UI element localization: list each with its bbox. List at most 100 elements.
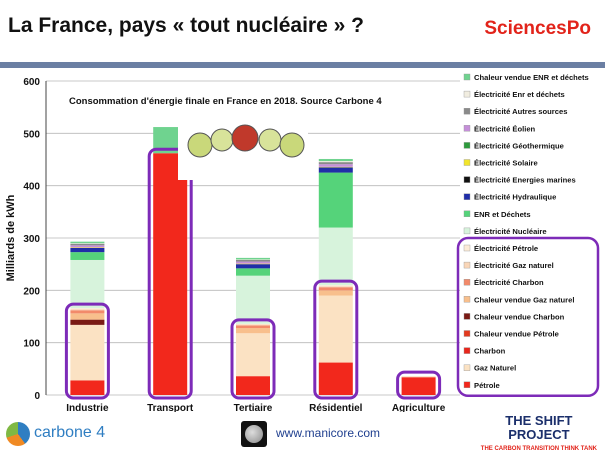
bar-segment xyxy=(236,328,270,334)
legend-swatch xyxy=(463,330,471,337)
legend-label: Électricité Enr et déchets xyxy=(474,90,565,99)
bar-segment xyxy=(236,259,270,262)
y-tick-label: 0 xyxy=(34,391,40,402)
y-tick-label: 500 xyxy=(23,129,40,140)
legend-label: Électricité Hydraulique xyxy=(474,193,556,202)
shift-tagline: THE CARBON TRANSITION THINK TANK xyxy=(480,446,597,452)
x-category-label: Industrie xyxy=(66,403,109,412)
bar-segment xyxy=(70,309,105,311)
bar-segment xyxy=(70,380,105,395)
carbone4-logo-icon xyxy=(6,422,30,446)
footer: carbone 4 www.manicore.com THE SHIFT PRO… xyxy=(0,412,605,452)
legend-highlight-box xyxy=(456,236,600,398)
header: La France, pays « tout nucléaire » ? Sci… xyxy=(0,0,605,60)
legend-label: Charbon xyxy=(474,347,506,356)
legend-swatch xyxy=(463,244,471,252)
bar-segment xyxy=(318,286,353,288)
cartoon-illustration xyxy=(178,120,308,180)
bar-segment xyxy=(318,162,353,165)
legend-label: Chaleur vendue Pétrole xyxy=(474,330,559,339)
legend-label: Gaz Naturel xyxy=(474,364,516,373)
legend-swatch xyxy=(463,261,471,269)
bar-segment xyxy=(153,153,188,395)
fossil-highlight-box xyxy=(64,302,110,400)
legend-swatch xyxy=(463,210,471,218)
carbone4-brand: carbone 4 xyxy=(34,424,106,441)
bars xyxy=(70,127,436,395)
legend-swatch xyxy=(463,125,471,132)
legend-label: ENR et Déchets xyxy=(474,210,531,219)
legend-label: Pétrole xyxy=(474,381,500,390)
legend-label: Électricité Gaz naturel xyxy=(474,261,554,270)
legend-swatch xyxy=(463,142,471,149)
y-tick-label: 600 xyxy=(23,77,40,88)
legend-label: Chaleur vendue Charbon xyxy=(474,312,565,321)
bar-segment xyxy=(70,324,105,381)
page-title: La France, pays « tout nucléaire » ? xyxy=(8,14,364,37)
y-tick-label: 200 xyxy=(23,286,40,297)
bar-segment xyxy=(70,247,105,253)
bar-segment xyxy=(236,333,270,377)
sciencespo-logo: SciencesPo xyxy=(484,18,591,39)
legend-label: Électricité Charbon xyxy=(474,278,544,287)
bar-segment xyxy=(236,259,270,260)
website-link[interactable]: www.manicore.com xyxy=(276,426,381,440)
legend-swatch xyxy=(463,381,471,388)
header-divider xyxy=(0,62,605,68)
bar-segment xyxy=(70,313,105,320)
bar-segment xyxy=(70,245,105,248)
legend-label: Chaleur vendue ENR et déchets xyxy=(474,73,589,82)
highlight-boxes xyxy=(64,147,442,400)
bar-segment xyxy=(318,290,353,296)
legend-swatch xyxy=(463,176,471,183)
legend-label: Électricité Pétrole xyxy=(474,244,538,253)
energy-chart: 0 100 200 300 400 500 600 Industrie Transport Ter… xyxy=(0,68,605,412)
bar-segment xyxy=(236,325,270,329)
moon-icon xyxy=(241,421,267,447)
legend-swatch xyxy=(463,227,471,235)
legend-label: Électricité Energies marines xyxy=(474,176,576,185)
y-tick-label: 400 xyxy=(23,182,40,193)
bar-segment xyxy=(318,166,353,168)
bar-segment xyxy=(236,376,270,395)
legend-swatch xyxy=(463,193,471,200)
bar-segment xyxy=(236,263,270,265)
legend-swatch xyxy=(463,364,471,371)
legend-swatch xyxy=(463,313,471,320)
bar-segment xyxy=(318,295,353,363)
legend-swatch xyxy=(463,159,471,166)
bar-segment xyxy=(318,227,353,286)
bar-segment xyxy=(236,264,270,269)
legend-swatch xyxy=(463,347,471,354)
legend-swatch xyxy=(463,296,471,303)
fossil-highlight-box xyxy=(147,147,193,400)
legend-label: Chaleur vendue Gaz naturel xyxy=(474,295,574,304)
legend-label: Électricité Autres sources xyxy=(474,107,567,116)
bar-segment xyxy=(318,172,353,228)
bar-segment xyxy=(236,275,270,324)
bar-segment xyxy=(70,259,105,309)
bar-segment xyxy=(70,247,105,248)
bar-segment xyxy=(70,243,105,244)
bar-segment xyxy=(318,164,353,167)
bar-segment xyxy=(70,243,105,246)
bar-segment xyxy=(318,362,353,395)
legend-label: Électricité Éolien xyxy=(474,124,536,133)
bar-segment xyxy=(70,241,105,244)
y-tick-label: 100 xyxy=(23,339,40,350)
bar-segment xyxy=(318,167,353,173)
bar-segment xyxy=(318,158,353,162)
bar-segment xyxy=(70,310,105,314)
x-category-label: Transport xyxy=(147,403,194,412)
legend-label: Électricité Nucléaire xyxy=(474,227,547,236)
bar-segment xyxy=(236,261,270,264)
bar-segment xyxy=(318,285,353,287)
legend: Chaleur vendue ENR et déchets Électricité… xyxy=(456,73,600,398)
y-axis-label: Milliards de kWh xyxy=(5,194,17,281)
bar-segment xyxy=(318,161,353,163)
bar-segment xyxy=(401,377,436,395)
legend-label: Électricité Géothermique xyxy=(474,141,564,150)
bar-segment xyxy=(70,252,105,260)
bar-segment xyxy=(236,257,270,260)
bar-segment xyxy=(236,268,270,276)
